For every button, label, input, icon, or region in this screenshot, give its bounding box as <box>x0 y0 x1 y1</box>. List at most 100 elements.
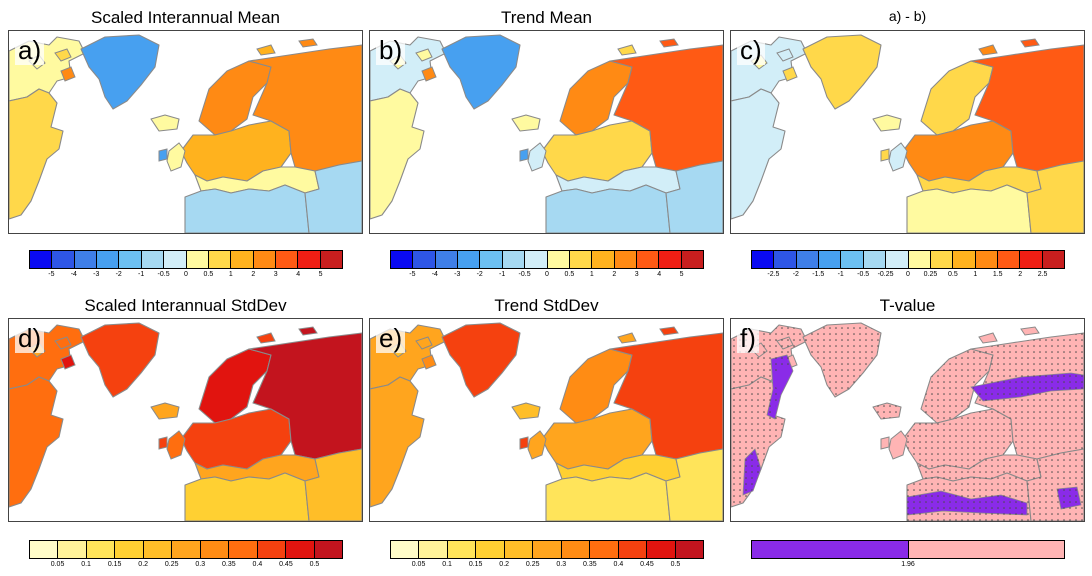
colorbar-cell <box>52 251 75 268</box>
region-north-africa <box>906 184 1032 233</box>
region-north-america <box>9 376 64 508</box>
panel-label-d: d) <box>15 323 45 353</box>
colorbar-tick-label: -1 <box>499 271 506 278</box>
colorbar-tick-label: 0.4 <box>613 561 624 568</box>
colorbar-cell <box>229 541 258 558</box>
map-panel-f: f) <box>730 318 1085 522</box>
panel-title-b: Trend Mean <box>500 8 593 27</box>
colorbar-cell <box>86 541 116 558</box>
colorbar-tick-label: -0.5 <box>857 271 870 278</box>
colorbar-tick-label: 0.5 <box>947 271 958 278</box>
panel-title-e: Trend StdDev <box>494 296 599 315</box>
colorbar-tick-label: -5 <box>48 271 55 278</box>
stipple-north-africa <box>907 473 1031 521</box>
panel-title-f: T-value <box>879 296 936 315</box>
colorbar-e: 0.05 0.1 0.15 0.2 0.25 0.3 0.35 0.4 0.45 0.5 <box>390 540 704 571</box>
island <box>659 326 679 336</box>
region-north-america <box>370 88 425 220</box>
colorbar-tick-label: 0.25 <box>923 271 938 278</box>
colorbar-cell <box>533 541 562 558</box>
colorbar-cell <box>997 251 1021 268</box>
colorbar-tick-label: -3 <box>454 271 461 278</box>
map-svg-c <box>731 31 1084 233</box>
colorbar-cell <box>618 541 648 558</box>
colorbar-tick-label: 0.3 <box>556 561 567 568</box>
colorbar-cell <box>30 541 59 558</box>
island <box>617 332 637 344</box>
colorbar-cell <box>208 251 232 268</box>
panel-title-d: Scaled Interannual StdDev <box>84 296 287 315</box>
colorbar-cell <box>752 251 775 268</box>
colorbar-cell <box>636 251 660 268</box>
colorbar-tick-label: 0.3 <box>195 561 206 568</box>
colorbar-tick-label: 1 <box>228 271 233 278</box>
colorbar-cell <box>841 251 864 268</box>
colorbar-cell <box>253 251 276 268</box>
colorbar-tick-label: -2 <box>476 271 483 278</box>
colorbar-tick-label: 3 <box>634 271 639 278</box>
colorbar-tick-label: -4 <box>70 271 77 278</box>
colorbar-tick-label: 2 <box>612 271 617 278</box>
region-north-africa <box>184 472 310 521</box>
colorbar-cell <box>547 251 570 268</box>
colorbar-cell <box>30 251 53 268</box>
map-svg-d <box>9 319 362 521</box>
colorbar-tick-label: 0.15 <box>468 561 483 568</box>
colorbar-tick-label: 0.45 <box>640 561 654 568</box>
colorbar-tick-label: 0.45 <box>279 561 293 568</box>
island <box>421 66 437 82</box>
island <box>298 38 318 48</box>
colorbar-cell <box>141 251 165 268</box>
colorbar-cell <box>447 541 477 558</box>
colorbar-cell <box>752 541 909 558</box>
colorbar-tick-label: -0.5 <box>518 271 531 278</box>
region-north-america <box>731 88 786 220</box>
colorbar-cell <box>58 541 87 558</box>
panel-title-a: Scaled Interannual Mean <box>90 8 281 27</box>
colorbar-tick-label: -2.5 <box>767 271 780 278</box>
colorbar-tick-label: -2 <box>115 271 122 278</box>
colorbar-b: -5 -4 -3 -2 -1 -0.5 0 0.5 1 2 3 4 5 <box>390 250 704 281</box>
colorbar-tick-label: -2 <box>792 271 799 278</box>
colorbar-cell <box>186 251 209 268</box>
island <box>527 142 547 172</box>
colorbar-cell <box>200 541 230 558</box>
region-greenland <box>441 322 521 398</box>
colorbar-cell <box>413 251 436 268</box>
colorbar-cell <box>908 251 931 268</box>
colorbar-tick-label: 0 <box>545 271 549 278</box>
stipple-russia <box>971 333 1084 459</box>
island <box>256 44 276 56</box>
map-panel-a: a) <box>8 30 363 234</box>
region-north-africa <box>545 184 671 233</box>
colorbar-tick-label: 0 <box>184 271 188 278</box>
island <box>776 48 794 62</box>
colorbar-cell <box>502 251 526 268</box>
colorbar-cell <box>525 251 548 268</box>
island <box>659 38 679 48</box>
island <box>60 66 76 82</box>
colorbar-cell <box>119 251 142 268</box>
colorbar-cell <box>1042 251 1065 268</box>
colorbar-tick-label: 4 <box>657 271 662 278</box>
colorbar-cell <box>314 541 342 558</box>
colorbar-tick-label: 0.35 <box>583 561 597 568</box>
colorbar-cell <box>435 251 459 268</box>
colorbar-tick-label: -0.25 <box>877 271 894 278</box>
colorbar-tick-label: 2 <box>251 271 256 278</box>
stipple-scandinavia <box>921 349 993 423</box>
panel-label-f: f) <box>737 323 759 353</box>
stipple-middle-east <box>1027 449 1084 521</box>
island <box>166 430 186 460</box>
stipple-iceland <box>873 403 901 419</box>
colorbar-cell <box>647 541 676 558</box>
colorbar-tick-label: 0.4 <box>252 561 263 568</box>
colorbar-cell <box>480 251 503 268</box>
region-middle-east <box>665 448 723 521</box>
region-north-africa <box>184 184 310 233</box>
island <box>1020 326 1040 336</box>
region-greenland <box>80 322 160 398</box>
colorbar-c: -2.5 -2 -1.5 -1 -0.5 -0.25 0 0.25 0.5 1 1.5 2 2.5 <box>751 250 1065 281</box>
island <box>415 336 433 350</box>
colorbar-cell <box>231 251 254 268</box>
